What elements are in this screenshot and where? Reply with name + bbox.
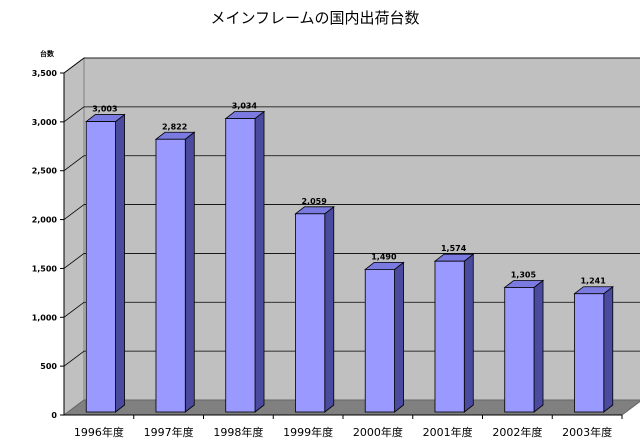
bar [434, 260, 465, 413]
x-tick-label: 2002年度 [492, 425, 542, 439]
data-label: 1,241 [580, 277, 606, 286]
y-tick-label: 3,000 [32, 118, 58, 127]
y-axis-unit-label: 台数 [40, 49, 55, 58]
bar-side [394, 261, 404, 413]
bar [155, 138, 186, 413]
data-label: 1,574 [441, 244, 467, 253]
x-tick-label: 2001年度 [423, 425, 473, 439]
gridline [63, 204, 85, 220]
bar-side [324, 205, 335, 413]
gridline [63, 253, 85, 269]
bar-side [184, 131, 195, 413]
y-tick-label: 1,000 [32, 313, 58, 322]
bar [295, 213, 326, 413]
y-tick-label: 1,500 [32, 264, 58, 273]
x-tick-label: 1996年度 [74, 425, 124, 439]
x-tick-label: 1999年度 [283, 425, 333, 439]
bar-side [115, 113, 125, 413]
side-wall [63, 57, 85, 416]
bar [225, 118, 256, 413]
data-label: 1,305 [511, 270, 537, 279]
data-label: 2,822 [162, 122, 187, 131]
y-tick-label: 2,000 [32, 216, 58, 225]
bar-side [603, 285, 614, 413]
x-tick-label: 1998年度 [213, 425, 263, 439]
bar-side [254, 110, 265, 413]
bar-side [463, 253, 474, 413]
bar [504, 287, 535, 413]
bar [574, 293, 605, 413]
y-tick-label: 2,500 [32, 167, 58, 176]
floor [62, 399, 640, 416]
data-label: 1,490 [371, 252, 397, 261]
gridline [63, 57, 85, 74]
chart-title: メインフレームの国内出荷台数 [210, 9, 419, 27]
y-tick-label: 3,500 [32, 69, 58, 78]
gridline [63, 350, 85, 367]
y-tick-label: 500 [40, 362, 57, 371]
data-label: 3,034 [232, 102, 258, 111]
plot-area: 0 500 1,000 1,500 2,000 2,500 3,000 3,500 3,003 1… [32, 57, 640, 439]
bar [85, 121, 116, 413]
gridline [63, 155, 85, 172]
x-tick-label: 2003年度 [562, 425, 612, 439]
x-tick-label: 2000年度 [353, 425, 403, 439]
data-label: 2,059 [301, 197, 327, 206]
gridline [63, 106, 85, 123]
data-label: 3,003 [92, 105, 117, 114]
bar-side [533, 279, 544, 413]
gridline [63, 301, 85, 318]
y-tick-label: 0 [51, 411, 57, 420]
x-tick-label: 1997年度 [144, 425, 194, 439]
bar [364, 269, 395, 413]
